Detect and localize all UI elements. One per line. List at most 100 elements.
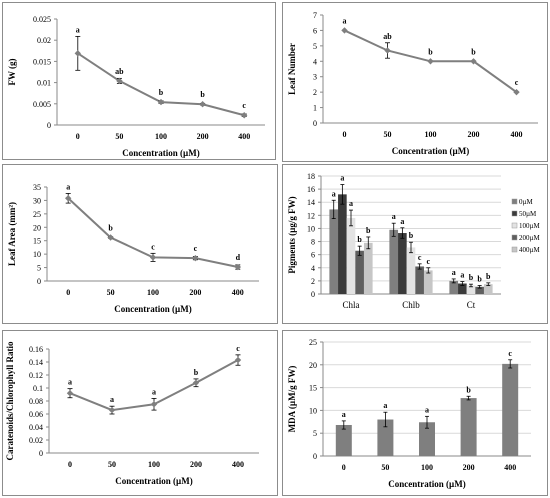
x-tick-label: 0 xyxy=(66,288,70,297)
significance-label: b xyxy=(108,223,113,232)
x-tick-label: 200 xyxy=(468,130,480,139)
y-tick-label: 0.06 xyxy=(29,410,43,419)
bar xyxy=(389,229,399,294)
y-tick-label: 0.025 xyxy=(33,15,51,24)
bar xyxy=(502,363,519,456)
significance-label: ab xyxy=(383,32,392,41)
y-axis-title: Leaf Area (mm²) xyxy=(7,202,17,266)
y-tick-label: 1 xyxy=(313,104,317,113)
chart-svg: 0 0.02 0.04 0.06 0.08 0.1 0.12 0.14 0.16 0 50 100 20… xyxy=(5,341,259,486)
x-tick-label: 400 xyxy=(511,130,523,139)
data-point xyxy=(157,98,165,106)
y-tick-label: 0.14 xyxy=(29,358,43,367)
data-point xyxy=(107,234,114,241)
x-tick-label: Ct xyxy=(467,300,476,310)
bar xyxy=(423,270,433,294)
y-tick-label: 0.12 xyxy=(29,371,43,380)
mda-chart-panel: 0 5 10 15 20 25 0 50 100 200 400 Concentration (µM)… xyxy=(282,330,548,496)
x-tick-label: 100 xyxy=(148,460,160,469)
significance-label: a xyxy=(452,268,456,277)
x-axis-title: Concentration (µM) xyxy=(122,148,199,158)
y-tick-label: 0 xyxy=(313,452,317,461)
x-tick-label: 400 xyxy=(232,288,244,297)
legend-swatch xyxy=(511,222,518,229)
y-tick-label: 0.16 xyxy=(29,345,43,354)
x-tick-label: 50 xyxy=(381,463,389,472)
ratio-chart-panel: 0 0.02 0.04 0.06 0.08 0.1 0.12 0.14 0.16 0 50 100 20… xyxy=(2,330,278,496)
y-tick-label: 8 xyxy=(311,238,315,247)
y-tick-label: 10 xyxy=(33,250,41,259)
significance-label: b xyxy=(200,90,205,99)
x-tick-label: 200 xyxy=(190,460,202,469)
y-axis-title: FW (g) xyxy=(7,58,17,85)
x-axis-title: Concentration (µM) xyxy=(392,146,469,156)
y-tick-label: 0 xyxy=(39,449,43,458)
x-tick-label: 400 xyxy=(232,460,244,469)
data-point xyxy=(470,58,477,65)
bar xyxy=(449,280,459,294)
data-point xyxy=(513,88,520,96)
legend-swatch xyxy=(511,198,518,205)
x-tick-label: 50 xyxy=(384,130,392,139)
significance-label: b xyxy=(486,272,491,281)
x-tick-label: 0 xyxy=(343,130,347,139)
significance-label: ab xyxy=(115,67,124,76)
y-tick-label: 5 xyxy=(313,42,317,51)
bar xyxy=(363,242,373,294)
significance-label: b xyxy=(466,385,471,394)
x-tick-label: 50 xyxy=(115,132,123,141)
bar xyxy=(406,247,416,294)
y-tick-label: 12 xyxy=(307,211,315,220)
bar xyxy=(377,419,394,456)
legend-label: 50µM xyxy=(519,210,537,218)
x-tick-label: 50 xyxy=(107,288,115,297)
y-tick-label: 18 xyxy=(307,172,315,181)
y-tick-label: 0.015 xyxy=(33,57,51,66)
y-tick-label: 0.005 xyxy=(33,100,51,109)
x-tick-label: 200 xyxy=(463,463,475,472)
y-tick-label: 6 xyxy=(313,26,317,35)
x-tick-label: Chlb xyxy=(402,300,420,310)
bar xyxy=(483,284,493,294)
y-tick-label: 3 xyxy=(313,73,317,82)
significance-label: a xyxy=(392,212,396,221)
data-point xyxy=(192,254,199,262)
y-axis-title: Pigments (µg/g FW) xyxy=(287,196,297,273)
significance-label: a xyxy=(340,174,344,183)
chart-svg: 0 0.005 0.01 0.015 0.02 0.025 0 50 100 200 400 Conc… xyxy=(7,15,265,158)
bar xyxy=(460,398,477,456)
significance-label: c xyxy=(515,78,519,87)
significance-label: a xyxy=(425,405,429,414)
bar xyxy=(335,424,352,456)
y-tick-label: 4 xyxy=(313,57,317,66)
y-axis-title: MDA (µM/g FW) xyxy=(287,366,297,433)
significance-label: c xyxy=(236,344,240,353)
data-point xyxy=(384,47,391,54)
chart-svg: 0 5 10 15 20 25 30 35 0 50 100 200 400 Concentration … xyxy=(7,182,259,314)
y-tick-label: 16 xyxy=(307,185,315,194)
data-point xyxy=(241,112,248,119)
bar xyxy=(329,209,339,294)
y-tick-label: 2 xyxy=(313,88,317,97)
significance-label: b xyxy=(428,47,433,56)
x-tick-label: 200 xyxy=(197,132,209,141)
data-point xyxy=(74,50,81,57)
bar xyxy=(466,285,476,294)
significance-label: c xyxy=(194,244,198,253)
leaf-area-chart-panel: 0 5 10 15 20 25 30 35 0 50 100 200 400 Concentration … xyxy=(2,164,278,324)
significance-label: c xyxy=(418,253,422,262)
data-point xyxy=(150,401,158,408)
x-axis-title: Concentration (µM) xyxy=(388,479,465,489)
significance-label: c xyxy=(151,242,155,251)
bar xyxy=(475,286,484,294)
x-axis-title: Concentration (µM) xyxy=(114,304,191,314)
y-tick-label: 0 xyxy=(311,290,315,299)
bar xyxy=(338,194,347,294)
x-tick-label: 0 xyxy=(342,463,346,472)
legend-swatch xyxy=(511,246,518,253)
y-tick-label: 2 xyxy=(311,277,315,286)
x-tick-label: 0 xyxy=(68,460,72,469)
data-point xyxy=(234,356,242,364)
significance-label: b xyxy=(194,368,199,377)
bar xyxy=(355,250,364,294)
